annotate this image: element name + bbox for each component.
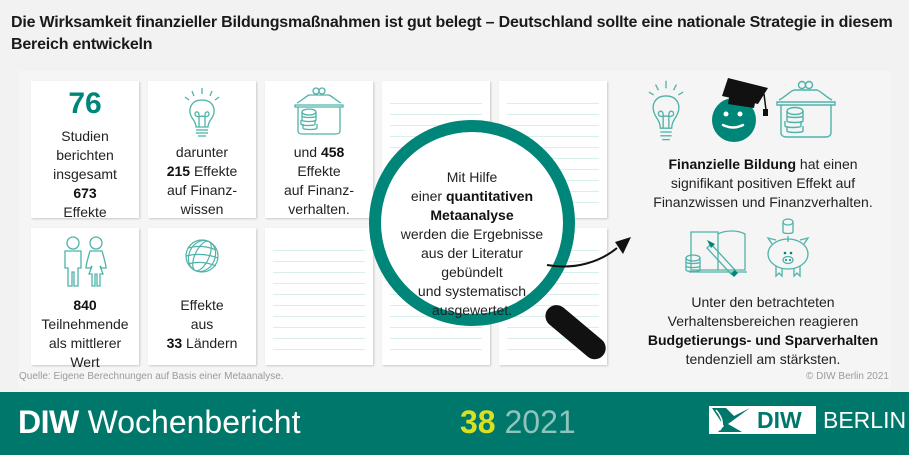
globe-icon	[185, 239, 219, 273]
effects-total: 673	[73, 185, 97, 201]
issue-year: 2021	[495, 404, 576, 440]
card-knowledge-effects: darunter 215 Effekte auf Finanz- wissen	[148, 81, 256, 218]
smiley-graduate-icon	[712, 78, 768, 142]
magnifier-lens: Mit Hilfe einer quantitativen Metaanalys…	[369, 120, 575, 326]
publication-brand: DIW Wochenbericht	[18, 404, 301, 440]
studies-count: 76	[68, 87, 102, 120]
purse-coins-icon	[294, 87, 344, 135]
studies-text: Studien berichten insgesamt 673 Effekte	[53, 128, 117, 220]
copyright-note: © DIW Berlin 2021	[806, 371, 889, 382]
countries-text: Effekte aus 33 Ländern	[166, 297, 238, 351]
finding-budgeting-saving: Unter den betrachteten Verhaltensbereich…	[647, 294, 879, 367]
meta-analysis-text: Mit Hilfe einer quantitativen Metaanalys…	[400, 169, 544, 318]
participants-text: 840 Teilnehmende als mittlerer Wert	[41, 297, 129, 370]
behavior-text: und 458 Effekte auf Finanz- verhalten.	[283, 144, 355, 217]
diw-logo-mark-icon	[712, 408, 750, 432]
lightbulb-icon	[648, 80, 684, 141]
piggy-bank-icon	[766, 218, 810, 278]
card-studies: 76 Studien berichten insgesamt 673 Effek…	[31, 81, 139, 220]
card-document-3	[265, 228, 373, 365]
issue-number: 38	[460, 404, 496, 440]
footer-bar: DIW Wochenbericht 38 2021 DIW BERLIN	[0, 392, 909, 455]
card-behavior-effects: und 458 Effekte auf Finanz- verhalten.	[265, 81, 373, 218]
people-icon	[64, 236, 107, 287]
card-participants: 840 Teilnehmende als mittlerer Wert	[31, 228, 139, 370]
finding-financial-education: Finanzielle Bildung hat einen signifikan…	[653, 156, 873, 210]
page-title: Die Wirksamkeit finanzieller Bildungsmaß…	[11, 14, 893, 53]
purse-coins-icon	[776, 80, 836, 138]
knowledge-text: darunter 215 Effekte auf Finanz- wissen	[166, 144, 238, 217]
card-countries: Effekte aus 33 Ländern	[148, 228, 256, 365]
lightbulb-icon	[184, 88, 220, 137]
arrow-icon	[546, 237, 631, 268]
source-note: Quelle: Eigene Berechnungen auf Basis ei…	[19, 371, 284, 382]
document-lines	[273, 240, 365, 353]
issue-label: 38 2021	[460, 402, 576, 442]
book-pencil-coins-icon	[685, 230, 747, 277]
